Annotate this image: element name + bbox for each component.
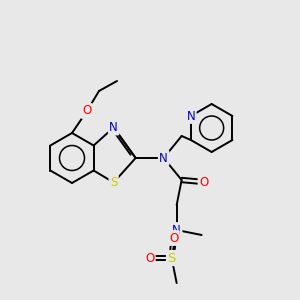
Text: N: N [159, 152, 168, 164]
Text: N: N [172, 224, 181, 236]
Text: O: O [82, 104, 91, 118]
Text: N: N [109, 121, 118, 134]
Text: O: O [169, 232, 178, 244]
Text: S: S [110, 176, 117, 189]
Text: S: S [167, 251, 176, 265]
Text: N: N [187, 110, 195, 122]
Text: O: O [145, 251, 154, 265]
Text: O: O [199, 176, 208, 188]
